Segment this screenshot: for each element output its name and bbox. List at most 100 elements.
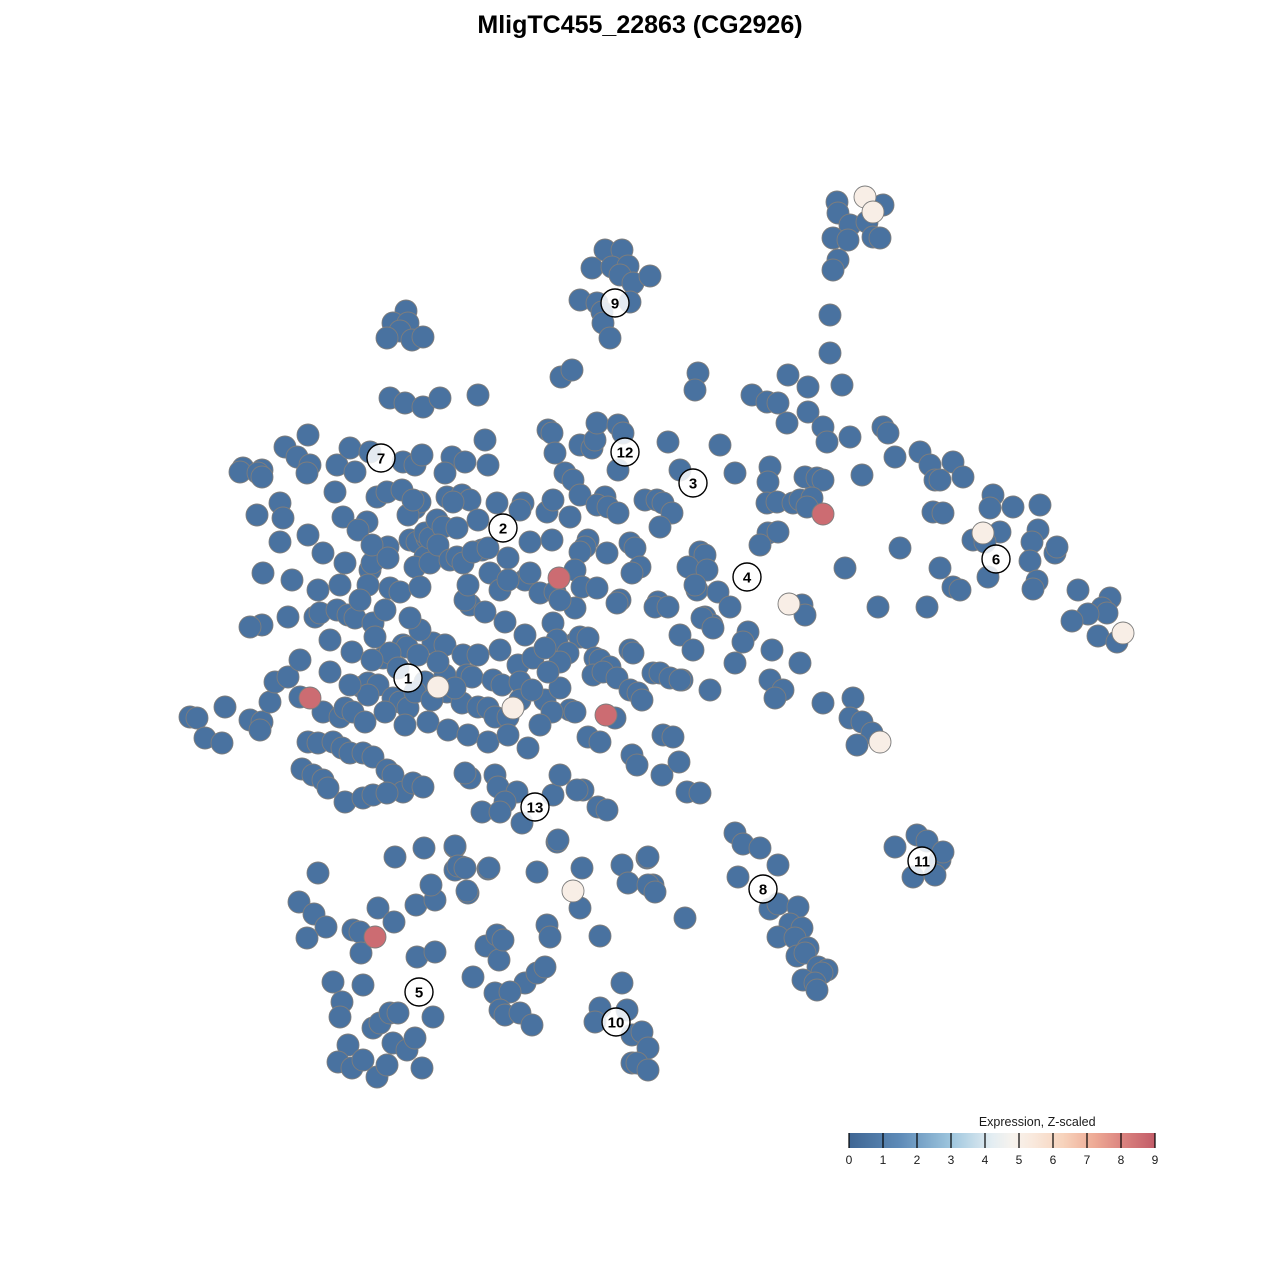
data-point xyxy=(540,421,564,445)
cluster-label-circle xyxy=(907,846,937,876)
data-point xyxy=(723,461,747,485)
data-point xyxy=(406,643,430,667)
cluster-label-number: 8 xyxy=(759,882,767,899)
data-point xyxy=(271,506,295,530)
data-point xyxy=(830,373,854,397)
data-point xyxy=(360,533,384,557)
data-point xyxy=(766,853,790,877)
data-point xyxy=(445,516,469,540)
data-point xyxy=(928,468,952,492)
cluster-label-circle xyxy=(366,443,396,473)
data-point xyxy=(455,879,479,903)
data-point xyxy=(268,530,292,554)
cluster-label-5: 5 xyxy=(404,977,434,1007)
data-point xyxy=(333,551,357,575)
cluster-label-8: 8 xyxy=(748,874,778,904)
data-point xyxy=(1001,495,1025,519)
data-point xyxy=(598,326,622,350)
data-point xyxy=(498,980,522,1004)
data-point xyxy=(833,556,857,580)
data-point xyxy=(398,606,422,630)
data-point xyxy=(978,496,1002,520)
data-point xyxy=(375,781,399,805)
cluster-label-number: 12 xyxy=(617,445,634,462)
data-point xyxy=(491,928,515,952)
data-point xyxy=(210,731,234,755)
data-point xyxy=(493,610,517,634)
data-point xyxy=(760,638,784,662)
data-point xyxy=(815,430,839,454)
data-point xyxy=(331,505,355,529)
cluster-label-circle xyxy=(678,468,708,498)
data-point xyxy=(650,763,674,787)
data-point xyxy=(796,400,820,424)
data-point xyxy=(756,470,780,494)
data-point xyxy=(276,665,300,689)
data-point xyxy=(1021,577,1045,601)
data-point xyxy=(683,378,707,402)
cluster-label-number: 7 xyxy=(377,451,385,468)
colorbar-legend: Expression, Z-scaled 0 1 2 3 4 5 6 7 8 9 xyxy=(846,1115,1159,1167)
data-point xyxy=(1060,609,1084,633)
data-point xyxy=(518,530,542,554)
data-point xyxy=(456,573,480,597)
data-point xyxy=(701,616,725,640)
cluster-label-9: 9 xyxy=(600,288,630,318)
data-point xyxy=(376,546,400,570)
data-point xyxy=(348,588,372,612)
cluster-label-circle xyxy=(520,792,550,822)
data-point xyxy=(476,536,500,560)
data-point xyxy=(496,546,520,570)
data-point xyxy=(667,750,691,774)
data-point xyxy=(845,733,869,757)
data-point xyxy=(1045,535,1069,559)
data-point xyxy=(488,800,512,824)
data-point xyxy=(296,423,320,447)
data-point xyxy=(338,673,362,697)
data-point xyxy=(811,691,835,715)
data-point xyxy=(868,730,892,754)
data-point xyxy=(477,856,501,880)
data-point xyxy=(708,433,732,457)
data-point xyxy=(360,648,384,672)
cluster-label-circle xyxy=(600,288,630,318)
data-point xyxy=(726,865,750,889)
data-point xyxy=(821,258,845,282)
cluster-label-circle xyxy=(732,562,762,592)
data-point xyxy=(866,595,890,619)
data-point xyxy=(453,450,477,474)
data-point xyxy=(568,483,592,507)
data-point xyxy=(423,940,447,964)
data-point xyxy=(473,428,497,452)
data-point xyxy=(706,580,730,604)
data-point xyxy=(560,358,584,382)
data-point xyxy=(356,683,380,707)
data-point xyxy=(351,973,375,997)
scatter-points xyxy=(178,185,1135,1089)
data-point xyxy=(580,256,604,280)
plot-title: MligTC455_22863 (CG2926) xyxy=(477,11,802,39)
data-point xyxy=(656,430,680,454)
data-point xyxy=(436,718,460,742)
data-point xyxy=(296,523,320,547)
data-point xyxy=(718,595,742,619)
data-point xyxy=(280,568,304,592)
cluster-label-3: 3 xyxy=(678,468,708,498)
data-point xyxy=(723,651,747,675)
data-point xyxy=(501,696,525,720)
data-point xyxy=(868,226,892,250)
data-point xyxy=(695,558,719,582)
data-point xyxy=(805,978,829,1002)
data-point xyxy=(456,723,480,747)
data-point xyxy=(763,686,787,710)
data-point xyxy=(346,518,370,542)
data-point xyxy=(250,465,274,489)
data-point xyxy=(401,488,425,512)
data-point xyxy=(563,700,587,724)
data-point xyxy=(321,970,345,994)
data-point xyxy=(558,505,582,529)
data-point xyxy=(306,578,330,602)
data-point xyxy=(775,411,799,435)
